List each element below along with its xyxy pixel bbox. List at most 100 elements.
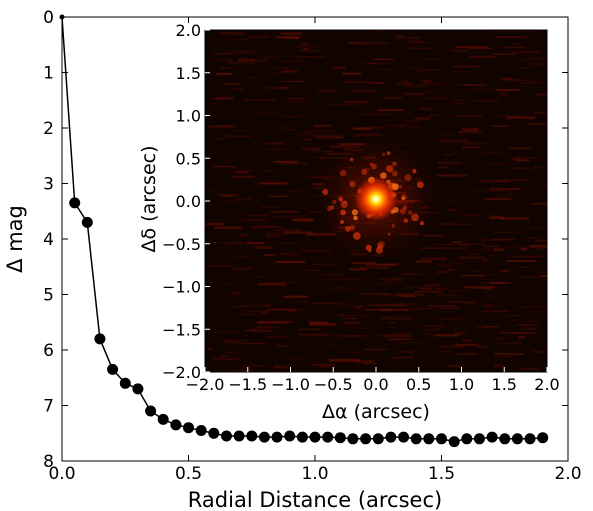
noise-streak: [288, 190, 303, 193]
noise-streak: [386, 327, 397, 328]
noise-streak: [373, 30, 386, 32]
noise-streak: [262, 56, 278, 59]
noise-streak: [483, 326, 495, 328]
noise-streak: [283, 129, 295, 131]
noise-streak: [420, 247, 447, 250]
noise-streak: [227, 295, 257, 297]
noise-streak: [381, 281, 403, 283]
noise-streak: [205, 189, 215, 192]
series-point: [511, 433, 523, 445]
noise-streak: [436, 162, 462, 164]
noise-streak: [485, 295, 498, 297]
noise-streak: [352, 43, 374, 46]
noise-streak: [392, 356, 414, 359]
noise-streak: [491, 125, 510, 127]
noise-streak: [499, 92, 507, 96]
main-series-group: [59, 14, 549, 448]
noise-streak: [237, 308, 245, 311]
noise-streak: [281, 115, 304, 118]
speckle: [340, 200, 348, 209]
main-x-axis-title: Radial Distance (arcsec): [188, 488, 442, 511]
noise-streak: [447, 269, 455, 271]
noise-streak: [451, 150, 471, 153]
noise-streak: [438, 134, 465, 136]
noise-streak: [287, 97, 306, 100]
noise-streak: [530, 244, 547, 248]
noise-streak: [361, 113, 393, 116]
noise-streak: [340, 351, 366, 353]
noise-streak: [283, 295, 308, 298]
noise-streak: [529, 226, 547, 230]
noise-streak: [436, 293, 459, 296]
noise-streak: [254, 326, 279, 329]
series-point: [537, 432, 549, 444]
noise-streak: [478, 278, 493, 280]
series-point: [94, 333, 106, 345]
noise-streak: [281, 253, 297, 256]
noise-streak: [298, 301, 310, 303]
noise-streak: [543, 306, 547, 308]
noise-streak: [518, 335, 525, 339]
noise-streak: [429, 114, 438, 116]
noise-streak: [517, 324, 539, 326]
main-axis-ticks: [61, 16, 569, 462]
noise-streak: [489, 282, 506, 284]
noise-streak: [404, 84, 428, 87]
noise-streak: [252, 112, 281, 115]
speckle: [387, 232, 391, 236]
noise-streak: [492, 53, 516, 55]
noise-streak: [225, 351, 238, 354]
noise-streak: [308, 323, 337, 326]
noise-streak: [510, 319, 520, 322]
noise-streak: [304, 138, 313, 141]
noise-streak: [312, 302, 343, 305]
noise-streak: [431, 129, 440, 131]
noise-streak: [521, 82, 541, 85]
inset-star-source: [354, 177, 398, 221]
noise-streak: [379, 308, 410, 311]
speckle: [377, 241, 385, 249]
noise-streak: [363, 362, 377, 365]
noise-streak: [298, 50, 320, 52]
noise-streak: [463, 243, 470, 246]
noise-streak: [540, 275, 547, 278]
noise-streak: [414, 266, 421, 269]
noise-streak: [344, 321, 360, 325]
noise-streak: [379, 278, 402, 280]
noise-streak: [513, 255, 543, 258]
speckle: [332, 200, 337, 204]
noise-streak: [423, 80, 434, 83]
noise-streak: [241, 169, 255, 173]
noise-streak: [274, 71, 292, 74]
noise-streak: [274, 365, 287, 369]
noise-streak: [265, 148, 293, 150]
noise-streak: [342, 72, 361, 75]
inset-y-tick-label: −2.0: [162, 363, 201, 382]
series-point: [372, 433, 384, 445]
series-point: [309, 431, 321, 443]
series-point: [119, 377, 131, 389]
inset-y-tick-label: 0.5: [176, 149, 201, 168]
noise-streak: [281, 80, 305, 82]
noise-streak: [276, 87, 289, 90]
noise-streak: [485, 215, 503, 218]
noise-streak: [276, 344, 290, 347]
noise-streak: [274, 229, 302, 232]
noise-streak: [494, 353, 524, 355]
noise-streak: [245, 76, 262, 79]
noise-streak: [455, 343, 479, 346]
noise-streak: [319, 365, 330, 368]
noise-streak: [348, 42, 360, 44]
noise-streak: [469, 55, 497, 58]
noise-streak: [214, 332, 240, 334]
series-point: [385, 431, 397, 443]
noise-streak: [461, 146, 481, 148]
noise-streak: [457, 84, 472, 86]
noise-streak: [211, 102, 221, 105]
noise-streak: [448, 262, 465, 265]
noise-streak: [269, 195, 288, 197]
noise-streak: [343, 80, 371, 84]
main-y-tick-label: 8: [43, 452, 54, 472]
noise-streak: [334, 286, 344, 288]
noise-streak: [329, 104, 358, 106]
